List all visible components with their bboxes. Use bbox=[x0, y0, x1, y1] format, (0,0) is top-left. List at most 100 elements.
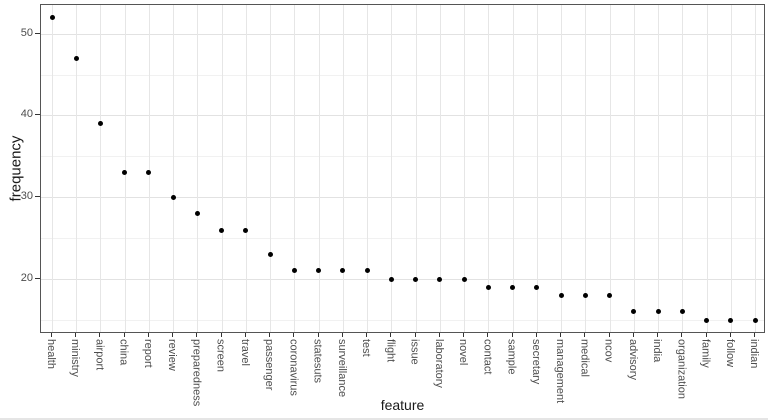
v-gridline bbox=[270, 5, 272, 332]
v-gridline bbox=[512, 5, 514, 332]
x-tick-label: issue bbox=[408, 339, 421, 365]
v-gridline bbox=[730, 5, 732, 332]
v-gridline bbox=[197, 5, 199, 332]
x-tick-mark bbox=[244, 333, 246, 337]
x-axis-title: feature bbox=[380, 397, 425, 413]
v-gridline bbox=[76, 5, 78, 332]
x-tick-label: china bbox=[117, 339, 130, 366]
x-tick-label: organization bbox=[675, 339, 688, 399]
v-gridline bbox=[633, 5, 635, 332]
x-tick-label: medical bbox=[578, 339, 591, 377]
data-point bbox=[388, 276, 394, 282]
data-point bbox=[534, 284, 540, 290]
x-tick-label: statesuts bbox=[311, 339, 324, 384]
data-point bbox=[316, 268, 322, 274]
data-point bbox=[704, 317, 710, 323]
x-tick-label: follow bbox=[723, 339, 736, 368]
data-point bbox=[364, 268, 370, 274]
y-tick-mark bbox=[35, 278, 40, 280]
v-gridline bbox=[245, 5, 247, 332]
data-point bbox=[558, 293, 564, 299]
v-gridline bbox=[658, 5, 660, 332]
x-tick-mark bbox=[535, 333, 537, 337]
h-gridline-minor bbox=[41, 238, 764, 240]
screenshot-bottom-edge bbox=[0, 418, 768, 420]
data-point bbox=[461, 276, 467, 282]
h-gridline-major bbox=[41, 33, 764, 35]
x-tick-mark bbox=[511, 333, 513, 337]
x-tick-mark bbox=[390, 333, 392, 337]
x-tick-label: review bbox=[166, 339, 179, 371]
v-gridline bbox=[682, 5, 684, 332]
v-gridline bbox=[585, 5, 587, 332]
data-point bbox=[291, 268, 297, 274]
data-point bbox=[437, 276, 443, 282]
plot-panel bbox=[40, 4, 765, 333]
x-tick-label: indian bbox=[748, 339, 760, 369]
x-tick-mark bbox=[414, 333, 416, 337]
y-tick-mark bbox=[35, 32, 40, 34]
v-gridline bbox=[52, 5, 53, 332]
x-tick-mark bbox=[366, 333, 368, 337]
y-tick-label: 40 bbox=[20, 108, 33, 121]
h-gridline-minor bbox=[41, 156, 764, 158]
x-tick-mark bbox=[705, 333, 707, 337]
data-point bbox=[267, 252, 273, 258]
x-tick-mark bbox=[196, 333, 198, 337]
x-tick-mark bbox=[293, 333, 295, 337]
data-point bbox=[194, 211, 200, 217]
h-gridline-major bbox=[41, 197, 764, 199]
x-tick-label: test bbox=[360, 339, 373, 357]
x-tick-mark bbox=[317, 333, 319, 337]
y-tick-label: 30 bbox=[20, 190, 33, 203]
x-tick-label: sample bbox=[505, 339, 518, 375]
data-point bbox=[49, 14, 55, 20]
x-tick-mark bbox=[341, 333, 343, 337]
x-tick-mark bbox=[560, 333, 562, 337]
y-tick-label: 20 bbox=[20, 272, 33, 285]
data-point bbox=[97, 121, 103, 127]
v-gridline bbox=[100, 5, 102, 332]
x-tick-label: screen bbox=[214, 339, 227, 373]
x-tick-label: advisory bbox=[626, 339, 639, 380]
x-tick-mark bbox=[584, 333, 586, 337]
x-tick-mark bbox=[172, 333, 174, 337]
data-point bbox=[631, 309, 637, 315]
x-tick-mark bbox=[463, 333, 465, 337]
v-gridline bbox=[488, 5, 490, 332]
x-tick-label: coronavirus bbox=[287, 339, 300, 396]
data-point bbox=[170, 194, 176, 200]
v-gridline bbox=[294, 5, 296, 332]
x-tick-mark bbox=[220, 333, 222, 337]
x-tick-mark bbox=[632, 333, 634, 337]
x-tick-label: novel bbox=[457, 339, 470, 366]
h-gridline-major bbox=[41, 279, 764, 281]
v-gridline bbox=[367, 5, 369, 332]
x-tick-label: india bbox=[651, 339, 664, 363]
x-tick-label: management bbox=[554, 339, 567, 404]
v-gridline bbox=[124, 5, 126, 332]
x-tick-label: ministry bbox=[69, 339, 82, 377]
data-point bbox=[340, 268, 346, 274]
v-gridline bbox=[706, 5, 708, 332]
v-gridline bbox=[318, 5, 320, 332]
x-tick-label: family bbox=[699, 339, 712, 368]
x-tick-mark bbox=[147, 333, 149, 337]
data-point bbox=[655, 309, 661, 315]
y-axis-title: frequency bbox=[7, 135, 25, 202]
y-tick-label: 50 bbox=[20, 26, 33, 39]
x-tick-mark bbox=[754, 333, 755, 337]
data-point bbox=[413, 276, 419, 282]
v-gridline bbox=[755, 5, 756, 332]
y-tick-mark bbox=[35, 114, 40, 116]
x-tick-mark bbox=[75, 333, 77, 337]
x-tick-label: surveillance bbox=[335, 339, 348, 398]
x-tick-mark bbox=[123, 333, 125, 337]
data-point bbox=[679, 309, 685, 315]
data-point bbox=[510, 284, 516, 290]
x-tick-label: secretary bbox=[529, 339, 542, 385]
x-tick-mark bbox=[487, 333, 489, 337]
v-gridline bbox=[609, 5, 611, 332]
x-tick-label: passenger bbox=[263, 339, 276, 391]
